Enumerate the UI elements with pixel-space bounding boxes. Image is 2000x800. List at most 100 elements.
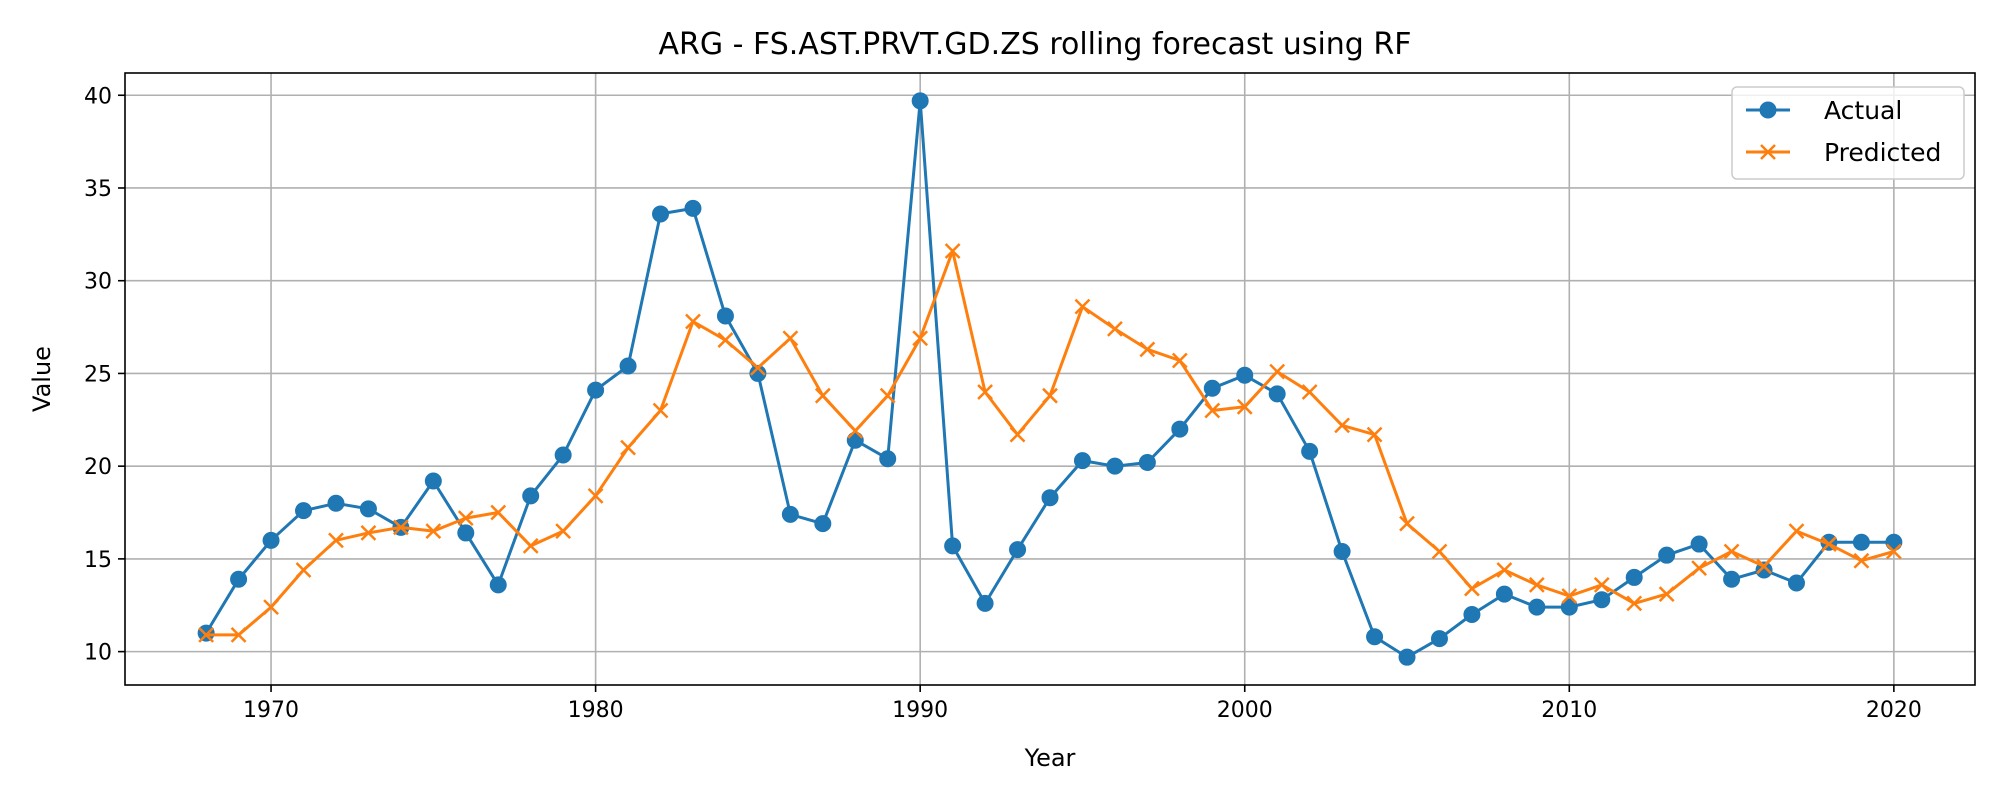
data-point-actual (1268, 385, 1286, 403)
data-point-actual (1885, 533, 1903, 551)
data-point-actual (1560, 598, 1578, 616)
data-point-actual (359, 500, 377, 518)
data-point-actual (1690, 535, 1708, 553)
data-point-actual (489, 576, 507, 594)
data-point-predicted (1756, 558, 1772, 575)
data-point-actual (587, 381, 605, 399)
data-point-predicted (1074, 298, 1091, 315)
data-point-actual (1852, 533, 1870, 551)
data-point-predicted (1496, 562, 1513, 578)
data-point-actual (230, 570, 248, 588)
data-point-predicted (944, 243, 961, 259)
x-tick-label: 2020 (1866, 698, 1922, 723)
data-point-predicted (750, 359, 766, 376)
legend-label-actual: Actual (1824, 96, 1902, 125)
data-point-predicted (1236, 398, 1253, 415)
y-axis-ticks: 10 15 20 25 30 35 40 (84, 84, 125, 666)
data-point-actual (879, 450, 897, 468)
legend-marker-actual (1759, 101, 1777, 119)
data-point-predicted (685, 313, 701, 330)
legend-marker-shape (1759, 101, 1777, 119)
data-point-actual (295, 502, 313, 520)
data-point-actual (1593, 591, 1611, 609)
data-point-predicted (1691, 560, 1708, 577)
data-point-actual (1301, 442, 1319, 460)
data-point-predicted (1009, 426, 1026, 443)
data-point-predicted (425, 523, 442, 539)
data-point-predicted (1658, 586, 1675, 603)
data-point-predicted (1788, 523, 1805, 539)
data-point-actual (911, 92, 929, 110)
y-axis-label: Value (28, 346, 56, 412)
data-point-predicted (1561, 588, 1578, 604)
y-tick-label: 30 (84, 270, 112, 295)
data-point-actual (619, 357, 637, 375)
data-point-predicted (1853, 552, 1870, 569)
y-tick-label: 40 (84, 84, 112, 109)
y-tick-label: 25 (84, 362, 112, 387)
data-point-predicted (1139, 341, 1156, 358)
legend-marker-shape (1760, 144, 1776, 160)
data-point-predicted (717, 332, 734, 348)
data-point-actual (457, 524, 475, 542)
data-point-actual (1138, 453, 1156, 471)
data-point-predicted (328, 532, 344, 549)
data-point-predicted (912, 330, 929, 347)
data-point-predicted (879, 387, 896, 404)
data-point-actual (1528, 598, 1546, 616)
data-point-actual (781, 505, 799, 523)
data-point-predicted (1528, 576, 1545, 593)
data-point-actual (1723, 570, 1741, 588)
y-tick-label: 10 (84, 641, 112, 666)
data-point-actual (1106, 457, 1124, 475)
data-point-predicted (522, 538, 539, 554)
data-point-predicted (360, 525, 377, 541)
x-axis-label: Year (1024, 744, 1076, 772)
data-point-actual (554, 446, 572, 464)
data-point-actual (749, 364, 767, 382)
data-point-predicted (1301, 384, 1318, 400)
data-point-actual (1073, 452, 1091, 470)
y-tick-label: 20 (84, 455, 112, 480)
x-tick-label: 1980 (568, 698, 624, 723)
data-point-actual (1787, 574, 1805, 592)
data-point-predicted (620, 439, 636, 456)
data-point-actual (944, 537, 962, 555)
legend-label-predicted: Predicted (1824, 138, 1941, 167)
x-tick-label: 2000 (1217, 698, 1273, 723)
data-point-predicted (977, 384, 993, 400)
data-point-actual (197, 624, 215, 642)
data-point-predicted (295, 562, 312, 578)
legend-marker-predicted (1760, 144, 1776, 160)
data-point-predicted (782, 330, 799, 347)
data-point-actual (1333, 542, 1351, 560)
data-point-actual (1495, 585, 1513, 603)
data-point-predicted (1723, 543, 1740, 560)
data-point-predicted (1269, 363, 1286, 380)
data-point-actual (1625, 568, 1643, 586)
data-point-actual (522, 487, 540, 505)
data-point-predicted (1821, 536, 1837, 552)
data-point-actual (1009, 541, 1027, 559)
data-point-actual (327, 494, 345, 512)
data-point-actual (1041, 489, 1059, 507)
data-point-predicted (1431, 543, 1448, 560)
data-point-actual (684, 199, 702, 217)
data-point-actual (976, 594, 994, 612)
data-point-predicted (457, 510, 474, 526)
data-point-predicted (490, 504, 507, 521)
x-axis-ticks: 1970 1980 1990 2000 2010 2020 (243, 685, 1922, 723)
data-point-predicted (555, 523, 572, 539)
data-point-predicted (1334, 417, 1350, 434)
data-point-predicted (1885, 543, 1902, 560)
data-point-predicted (1366, 426, 1383, 443)
data-point-predicted (1204, 402, 1221, 419)
data-point-actual (1171, 420, 1189, 438)
data-point-actual (1236, 366, 1254, 384)
x-tick-label: 1990 (892, 698, 948, 723)
data-point-predicted (1107, 321, 1123, 337)
data-point-predicted (847, 423, 864, 439)
data-point-predicted (652, 402, 669, 419)
